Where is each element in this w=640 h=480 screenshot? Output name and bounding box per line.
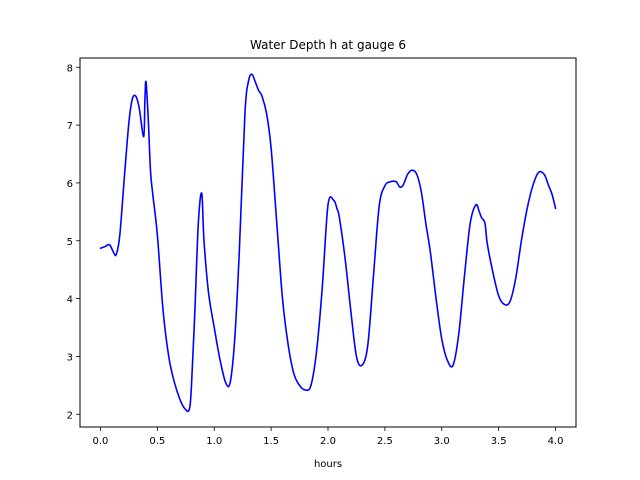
x-tick-label: 3.5: [491, 436, 507, 447]
y-tick-label: 5: [67, 237, 73, 248]
x-tick-label: 1.5: [263, 436, 279, 447]
x-tick-label: 0.0: [93, 436, 109, 447]
series-line: [99, 73, 557, 413]
y-tick-label: 2: [67, 410, 73, 421]
y-axis-ticks: 2 3 4 5 6 7 8: [67, 63, 80, 421]
x-tick-label: 3.0: [434, 436, 450, 447]
y-tick-label: 7: [67, 121, 73, 132]
y-tick-label: 6: [67, 179, 73, 190]
chart-title: Water Depth h at gauge 6: [250, 38, 406, 52]
x-tick-label: 4.0: [548, 436, 564, 447]
y-tick-label: 3: [67, 352, 73, 363]
x-tick-label: 2.0: [320, 436, 336, 447]
x-axis-ticks: 0.0 0.5 1.0 1.5 2.0 2.5 3.0 3.5 4.0: [93, 427, 564, 447]
x-tick-label: 0.5: [149, 436, 165, 447]
y-tick-label: 4: [67, 295, 73, 306]
x-tick-label: 2.5: [377, 436, 393, 447]
y-tick-label: 8: [67, 63, 73, 74]
x-tick-label: 1.0: [206, 436, 222, 447]
x-axis-label: hours: [314, 459, 342, 470]
